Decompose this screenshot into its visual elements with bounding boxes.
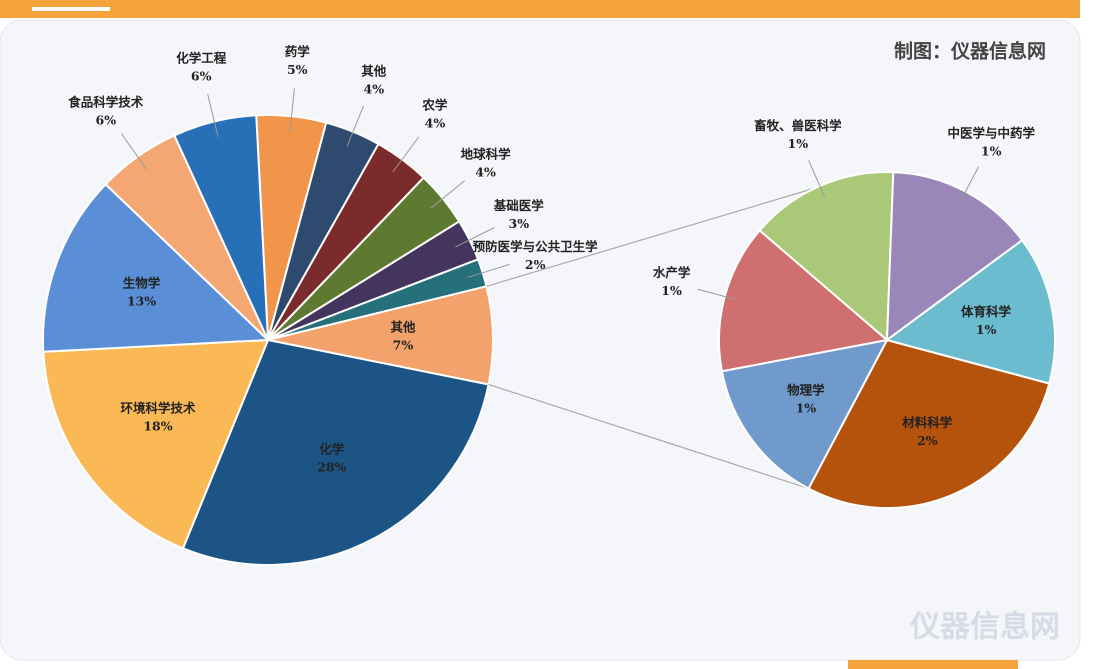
leader-line: [455, 227, 495, 248]
leader-line: [467, 263, 510, 278]
leader-line: [207, 94, 219, 137]
source: 制图：仪器信息网: [894, 40, 1046, 63]
slice-label: 生物学: [123, 275, 161, 290]
slice-value: 1%: [661, 283, 682, 298]
pie-slice: [720, 338, 889, 490]
watermark: 仪器信息网: [909, 610, 1060, 645]
slice-label: 体育科学: [961, 304, 1012, 319]
slice-label: 药学: [285, 44, 311, 59]
slice-value: 7%: [393, 338, 414, 353]
pie-slice: [42, 182, 271, 353]
leader-line: [289, 88, 295, 132]
leader-line: [430, 180, 465, 209]
slice-label: 畜牧、兽医科学: [754, 118, 842, 133]
top-bar-mark: [32, 7, 110, 11]
leader-line: [808, 160, 825, 197]
slice-label: 环境科学技术: [120, 401, 196, 416]
slice-value: 3%: [509, 216, 530, 231]
slice-value: 1%: [981, 143, 1002, 158]
connector-line: [488, 383, 809, 489]
slice-label: 化学工程: [176, 51, 227, 66]
slice-value: 2%: [917, 433, 938, 448]
pie-slice: [884, 238, 1057, 385]
slice-label: 其他: [361, 63, 387, 78]
slice-label: 材料科学: [901, 415, 953, 430]
slice-label: 地球科学: [461, 146, 512, 161]
leader-line: [697, 288, 737, 301]
leader-line: [392, 136, 420, 173]
pie-slice: [42, 338, 270, 550]
leader-line: [346, 105, 365, 147]
slice-value: 4%: [475, 164, 496, 179]
slice-value: 1%: [788, 136, 809, 151]
slice-value: 6%: [96, 112, 117, 127]
slice-value: 28%: [317, 459, 346, 474]
slice-value: 1%: [976, 322, 997, 337]
leader-line: [121, 133, 148, 170]
slice-label: 中医学与中药学: [947, 125, 1035, 140]
slice-value: 1%: [796, 400, 817, 415]
pie-slice: [181, 338, 490, 566]
slice-label: 水产学: [653, 265, 691, 280]
slice-value: 2%: [525, 257, 546, 272]
leader-line: [959, 166, 980, 203]
slice-label: 化学: [319, 441, 345, 456]
slice-value: 6%: [191, 69, 212, 84]
slice-label: 农学: [421, 98, 448, 113]
slice-label: 基础医学: [493, 198, 545, 213]
slice-label: 其他: [390, 320, 416, 335]
top-bar: [0, 0, 1080, 18]
slice-label: 物理学: [787, 382, 825, 397]
slice-value: 4%: [425, 116, 446, 131]
bottom-tab: [848, 660, 1018, 669]
slice-label: 预防医学与公共卫生学: [473, 239, 599, 254]
slice-value: 4%: [364, 81, 385, 96]
slice-value: 5%: [287, 62, 308, 77]
slice-label: 食品科学技术: [67, 94, 144, 109]
connector-line: [486, 187, 817, 287]
slice-value: 18%: [143, 419, 172, 434]
pie-slice: [807, 338, 1051, 509]
slice-value: 13%: [127, 293, 156, 308]
